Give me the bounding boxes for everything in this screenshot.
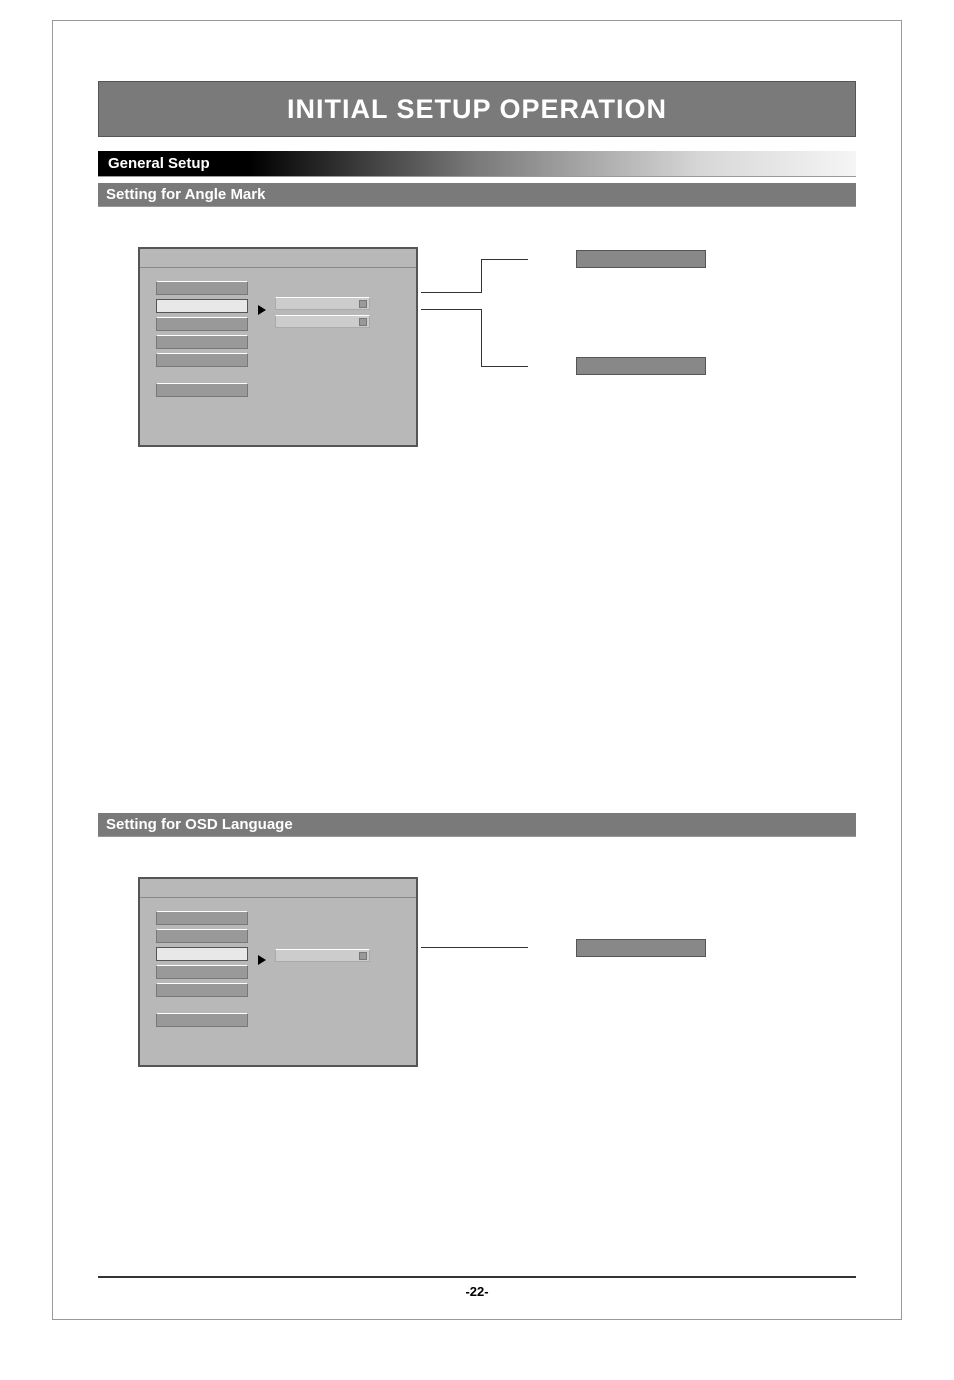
page-frame: INITIAL SETUP OPERATION General Setup Se… <box>52 20 902 1320</box>
callout-box <box>576 357 706 375</box>
footer-rule <box>98 1276 856 1278</box>
connector-line <box>421 947 528 948</box>
spacer <box>98 477 856 807</box>
connector-line <box>481 366 528 367</box>
section-heading-1: Setting for Angle Mark <box>98 183 856 207</box>
callout-box <box>576 250 706 268</box>
diagram-angle-mark <box>98 237 856 477</box>
subheader-label: General Setup <box>108 151 210 177</box>
connector-line <box>421 292 481 293</box>
menu-item <box>156 983 248 997</box>
menu-box-1 <box>138 247 418 447</box>
menu-box-2 <box>138 877 418 1067</box>
option-list-1 <box>275 297 370 333</box>
connector-line <box>481 259 528 260</box>
option-item <box>275 297 370 310</box>
menu-item <box>156 929 248 943</box>
option-item <box>275 949 370 962</box>
subheader-bar: General Setup <box>98 151 856 177</box>
triangle-right-icon <box>258 955 266 965</box>
connector-line <box>421 309 481 310</box>
callout-box <box>576 939 706 957</box>
menu-item <box>156 353 248 367</box>
menu-divider <box>140 267 416 268</box>
menu-divider <box>140 897 416 898</box>
menu-item <box>156 911 248 925</box>
triangle-right-icon <box>258 305 266 315</box>
menu-item <box>156 383 248 397</box>
page-title: INITIAL SETUP OPERATION <box>287 94 667 125</box>
menu-item <box>156 1013 248 1027</box>
menu-item <box>156 335 248 349</box>
menu-item <box>156 965 248 979</box>
menu-item <box>156 281 248 295</box>
title-banner: INITIAL SETUP OPERATION <box>98 81 856 137</box>
page-number: -22- <box>98 1284 856 1299</box>
menu-item <box>156 317 248 331</box>
option-item <box>275 315 370 328</box>
menu-item-selected <box>156 299 248 313</box>
option-list-2 <box>275 949 370 967</box>
diagram-osd-language <box>98 867 856 1087</box>
menu-item-list-1 <box>156 281 248 401</box>
page-footer: -22- <box>98 1276 856 1299</box>
section-heading-2: Setting for OSD Language <box>98 813 856 837</box>
menu-item-selected <box>156 947 248 961</box>
connector-line <box>481 259 482 293</box>
connector-line <box>481 309 482 366</box>
menu-item-list-2 <box>156 911 248 1031</box>
